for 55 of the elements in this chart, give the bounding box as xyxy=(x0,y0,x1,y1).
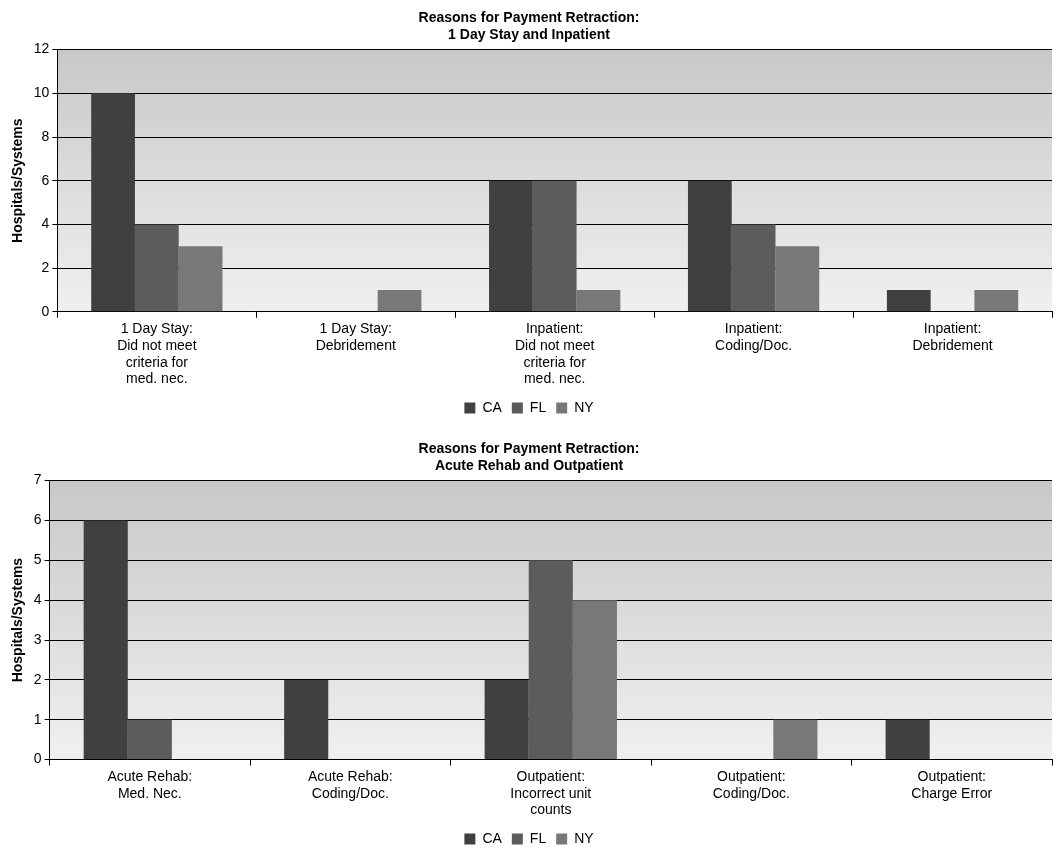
y-tick-label: 8 xyxy=(41,127,50,144)
bar xyxy=(134,224,179,312)
bar xyxy=(572,600,617,760)
legend-label: NY xyxy=(574,398,595,415)
bar xyxy=(731,224,776,312)
bar xyxy=(484,679,529,760)
bar xyxy=(83,520,128,760)
y-tick-label: 6 xyxy=(41,171,50,188)
x-tick-label: Outpatient: Coding/Doc. xyxy=(712,767,790,801)
y-tick-label: 1 xyxy=(33,710,42,727)
x-tick-label: 1 Day Stay: Debridement xyxy=(315,320,396,353)
y-tick-label: 2 xyxy=(41,258,50,275)
bar xyxy=(886,289,931,312)
bar xyxy=(377,289,422,312)
y-tick-label: 2 xyxy=(33,670,42,687)
y-tick-label: 7 xyxy=(33,471,42,488)
bar xyxy=(974,289,1019,312)
y-axis-title: Hospitals/Systems xyxy=(9,557,26,683)
bar xyxy=(127,719,172,760)
bar xyxy=(528,560,573,760)
x-tick-label: 1 Day Stay: Did not meet criteria for med. nec. xyxy=(117,320,197,387)
y-axis-title: Hospitals/Systems xyxy=(9,118,26,243)
legend-label: CA xyxy=(482,829,503,846)
y-tick-label: 4 xyxy=(41,215,50,232)
y-tick-label: 0 xyxy=(33,750,42,767)
y-tick-label: 12 xyxy=(33,40,50,57)
x-tick-label: Inpatient: Debridement xyxy=(912,320,993,353)
bar xyxy=(775,246,820,312)
bar xyxy=(773,719,818,760)
legend-label: NY xyxy=(574,829,595,846)
x-tick-label: Inpatient: Did not meet criteria for med. nec. xyxy=(515,320,595,387)
bar xyxy=(532,180,577,312)
bar xyxy=(885,719,930,760)
chart-title: Reasons for Payment Retraction: Acute Rehab and Outpatient xyxy=(418,440,640,474)
chart-title: Reasons for Payment Retraction: 1 Day Stay and Inpatient xyxy=(418,9,640,43)
y-tick-label: 3 xyxy=(33,630,42,647)
bar xyxy=(284,679,329,760)
y-tick-label: 6 xyxy=(33,511,42,528)
x-tick-label: Acute Rehab: Coding/Doc. xyxy=(307,767,393,801)
bar xyxy=(178,246,223,312)
x-tick-label: Outpatient: Charge Error xyxy=(911,767,993,801)
bar xyxy=(576,289,621,312)
bar xyxy=(687,180,732,312)
x-tick-label: Inpatient: Coding/Doc. xyxy=(715,320,793,353)
x-tick-label: Acute Rehab: Med. Nec. xyxy=(107,767,193,801)
legend-label: FL xyxy=(529,398,547,415)
y-tick-label: 4 xyxy=(33,591,42,608)
x-tick-label: Outpatient: Incorrect unit counts xyxy=(510,767,592,818)
y-tick-label: 0 xyxy=(41,302,50,319)
bar xyxy=(91,93,135,312)
y-tick-label: 5 xyxy=(33,551,42,568)
legend-label: CA xyxy=(482,398,503,415)
bar xyxy=(489,180,533,312)
y-tick-label: 10 xyxy=(33,84,50,101)
legend-label: FL xyxy=(529,829,547,846)
